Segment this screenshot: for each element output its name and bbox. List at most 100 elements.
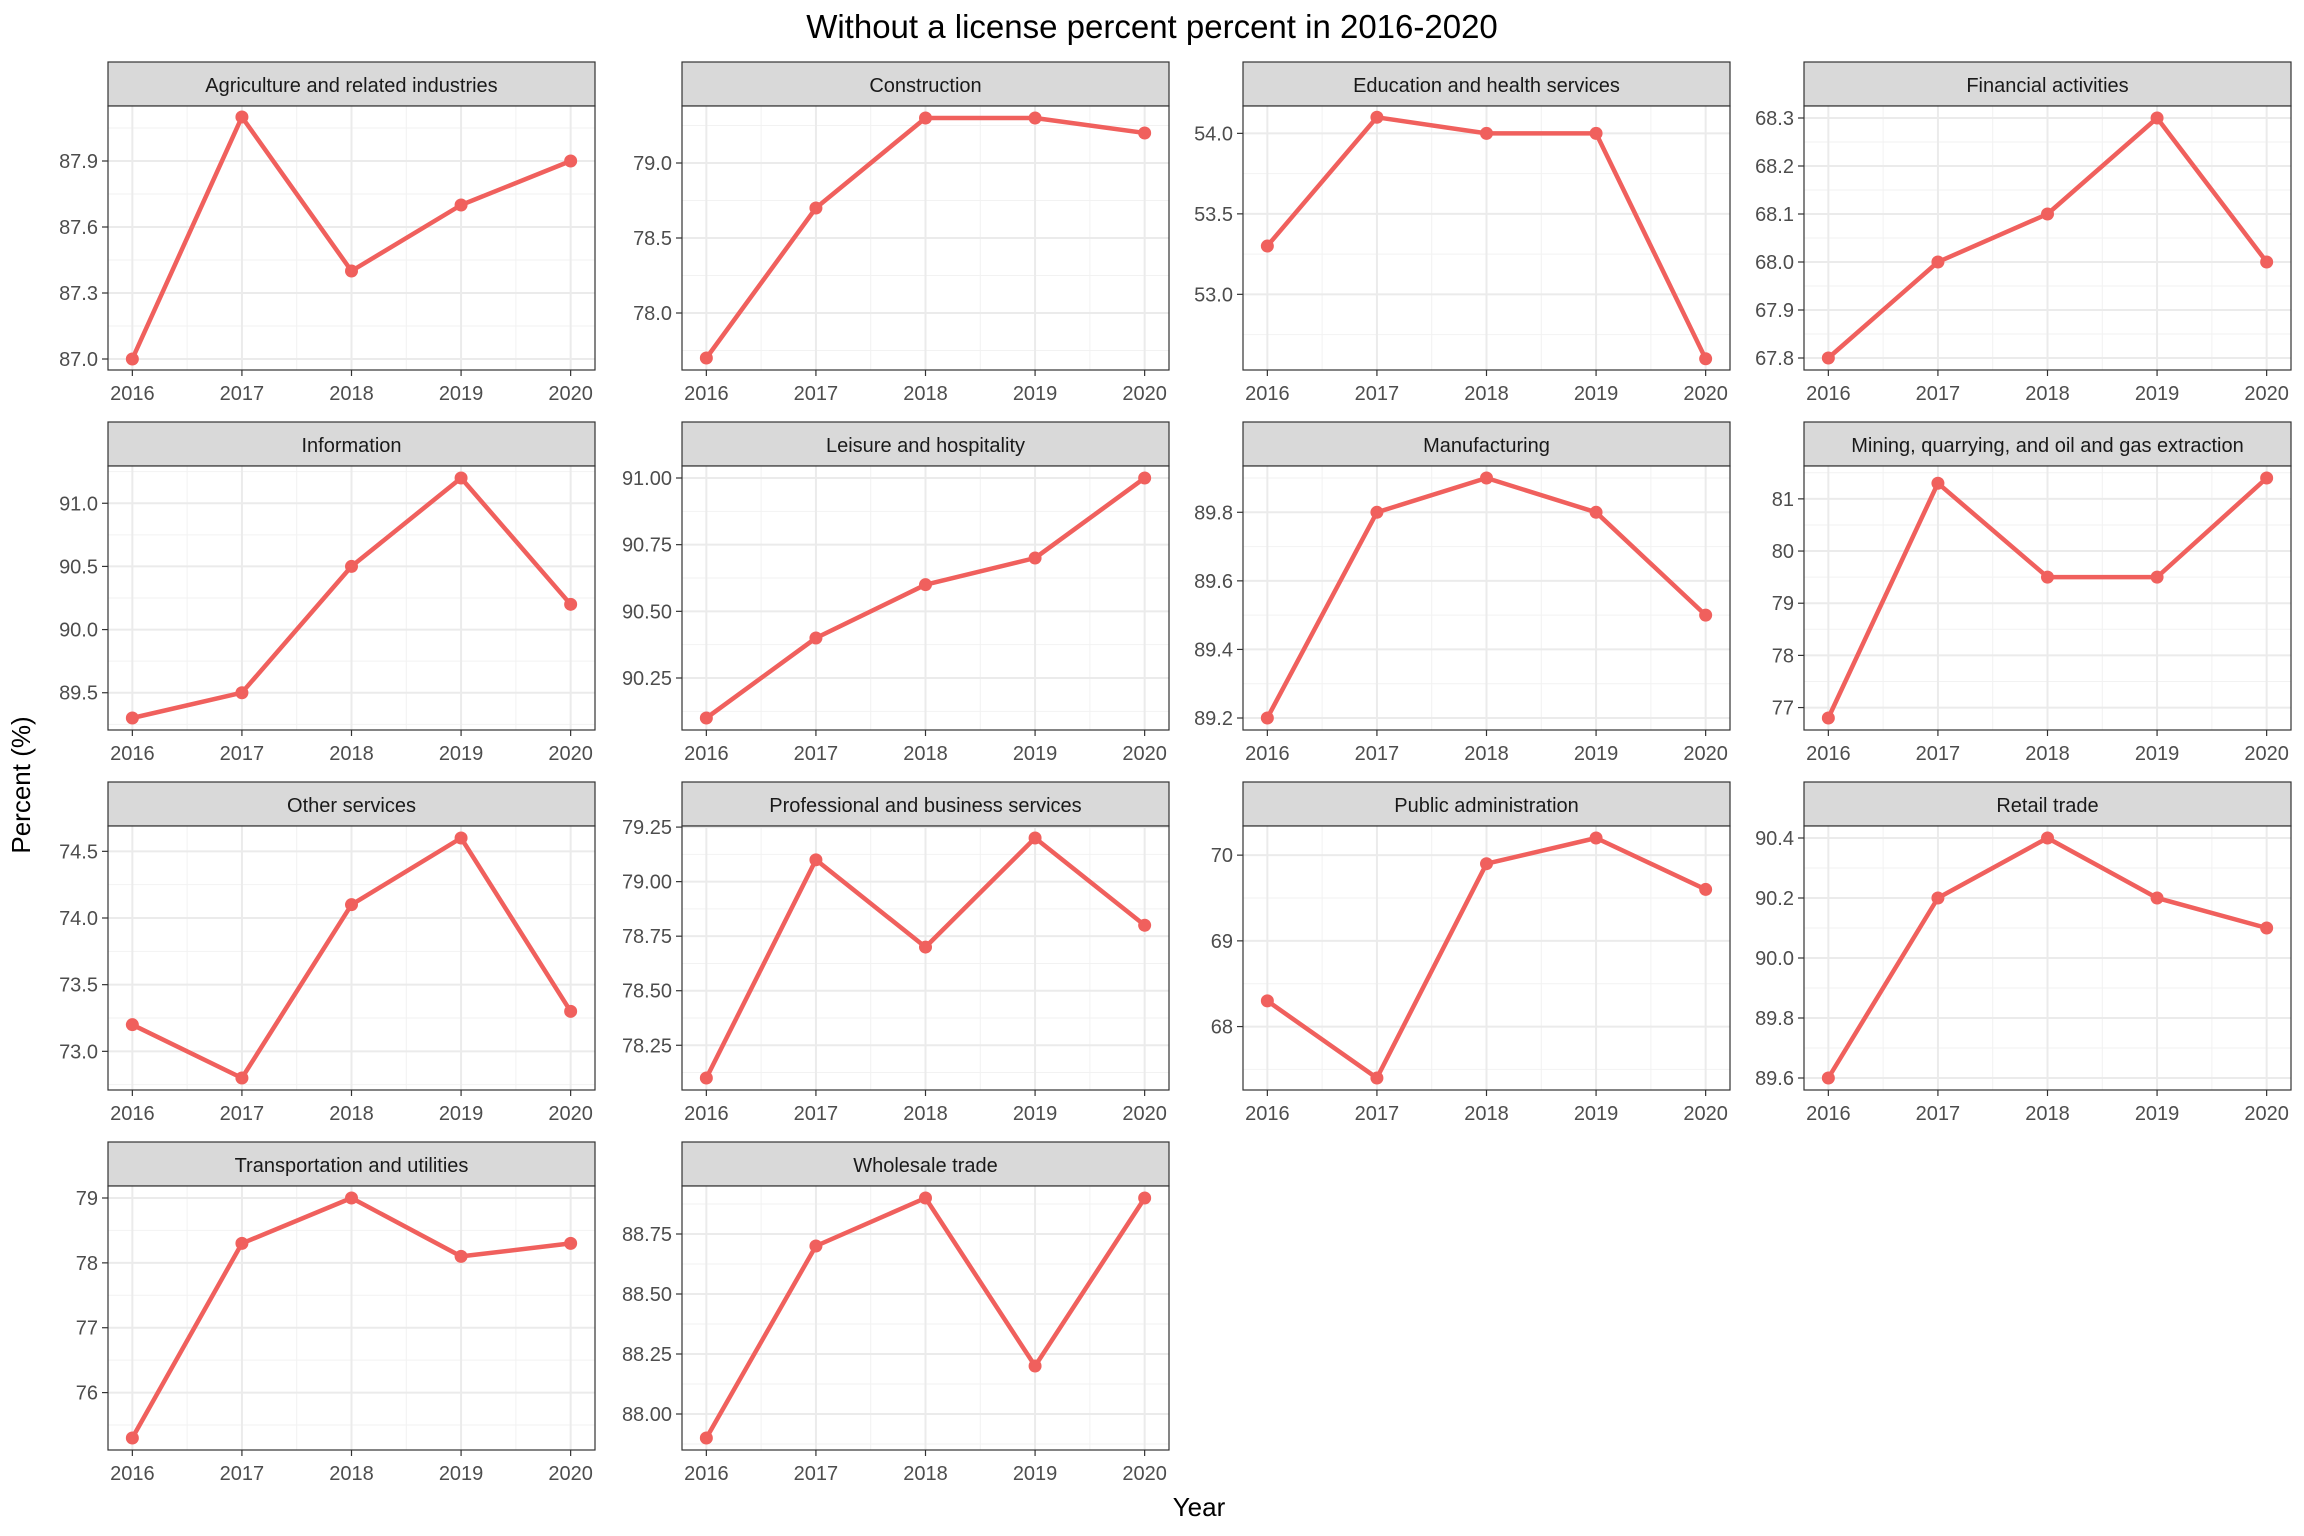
x-tick-label: 2019: [439, 383, 484, 405]
data-point: [564, 597, 578, 611]
data-point: [2150, 891, 2164, 905]
x-tick-label: 2020: [548, 1463, 593, 1485]
y-tick-label: 79: [1772, 593, 1794, 615]
data-point: [2041, 831, 2054, 845]
y-tick-label: 78: [1772, 645, 1794, 667]
facet-strip-label: Education and health services: [1353, 75, 1620, 97]
facet-strip: [681, 781, 1170, 827]
y-tick-label: 88.25: [622, 1344, 672, 1366]
panel-border: [681, 825, 1170, 1091]
y-tick-label: 79.25: [622, 817, 672, 839]
data-point: [2260, 255, 2274, 269]
y-tick-label: 90.5: [59, 556, 98, 578]
data-point: [454, 198, 468, 212]
panel-border: [107, 465, 596, 731]
x-tick-label: 2018: [2025, 1103, 2070, 1125]
x-tick-label: 2018: [903, 1103, 948, 1125]
facet-panel: Education and health services 53.0 53.5 54.…: [1194, 61, 1731, 405]
x-tick-label: 2020: [2244, 383, 2289, 405]
y-tick-label: 87.6: [59, 217, 98, 239]
x-tick-label: 2017: [794, 1103, 839, 1125]
y-tick-label: 68: [1211, 1017, 1233, 1039]
y-tick-label: 80: [1772, 541, 1794, 563]
data-point: [919, 111, 932, 125]
data-point: [125, 1431, 139, 1445]
x-tick-label: 2018: [903, 383, 948, 405]
data-point: [345, 559, 358, 573]
x-tick-label: 2016: [1806, 383, 1851, 405]
facet-strip: [1242, 421, 1731, 467]
x-tick-label: 2020: [1683, 383, 1728, 405]
facet-strip-label: Agriculture and related industries: [205, 75, 497, 97]
y-tick-label: 76: [76, 1383, 98, 1405]
data-point: [809, 1239, 823, 1253]
panel-border: [1803, 105, 2292, 371]
data-point: [809, 853, 823, 867]
x-tick-label: 2016: [1245, 383, 1290, 405]
x-tick-label: 2017: [1916, 743, 1961, 765]
data-point: [699, 1071, 713, 1085]
y-tick-label: 73.0: [59, 1041, 98, 1063]
facet-strip: [107, 421, 596, 467]
y-tick-label: 79.00: [622, 872, 672, 894]
x-tick-label: 2019: [1574, 383, 1619, 405]
x-tick-label: 2019: [1013, 743, 1058, 765]
data-point: [1480, 857, 1493, 871]
x-tick-label: 2016: [110, 1103, 155, 1125]
data-point: [1699, 608, 1713, 622]
data-point: [564, 154, 578, 168]
y-tick-label: 90.0: [1755, 948, 1794, 970]
facet-strip: [107, 61, 596, 107]
x-tick-label: 2018: [2025, 743, 2070, 765]
facet-panel: Manufacturing 89.2 89.4 89.6 89.8 2016 2017 201…: [1194, 421, 1731, 765]
x-tick-label: 2018: [329, 383, 374, 405]
data-point: [919, 1191, 932, 1205]
x-tick-label: 2018: [2025, 383, 2070, 405]
x-tick-label: 2019: [1013, 1103, 1058, 1125]
data-point: [1260, 239, 1274, 253]
facet-strip-label: Retail trade: [1996, 795, 2098, 817]
facet-panels: Agriculture and related industries 87.0 87…: [59, 61, 2292, 1485]
x-tick-label: 2016: [110, 383, 155, 405]
data-point: [1138, 126, 1152, 140]
x-tick-label: 2017: [220, 1103, 265, 1125]
data-point: [1138, 1191, 1152, 1205]
data-point: [345, 1191, 358, 1205]
y-tick-label: 68.0: [1755, 252, 1794, 274]
x-tick-label: 2019: [1574, 1103, 1619, 1125]
data-point: [125, 711, 139, 725]
y-tick-label: 53.0: [1194, 284, 1233, 306]
x-tick-label: 2017: [794, 1463, 839, 1485]
facet-strip-label: Manufacturing: [1423, 435, 1550, 457]
y-tick-label: 77: [1772, 698, 1794, 720]
y-tick-label: 81: [1772, 489, 1794, 511]
data-point: [2150, 570, 2164, 584]
data-point: [2041, 207, 2054, 221]
facet-strip-label: Construction: [869, 75, 981, 97]
x-tick-label: 2016: [684, 1103, 729, 1125]
facet-panel: Other services 73.0 73.5 74.0 74.5 2016 2017 20…: [59, 781, 596, 1125]
y-tick-label: 78.5: [633, 228, 672, 250]
x-tick-label: 2020: [2244, 1103, 2289, 1125]
x-tick-label: 2017: [1355, 383, 1400, 405]
y-tick-label: 90.2: [1755, 888, 1794, 910]
x-tick-label: 2019: [2135, 383, 2180, 405]
data-point: [1821, 711, 1835, 725]
x-tick-label: 2020: [1683, 743, 1728, 765]
x-tick-label: 2019: [439, 1463, 484, 1485]
x-tick-label: 2019: [1013, 383, 1058, 405]
y-tick-label: 89.8: [1755, 1008, 1794, 1030]
data-point: [2150, 111, 2164, 125]
facet-strip: [1803, 421, 2292, 467]
x-tick-label: 2020: [1122, 743, 1167, 765]
x-tick-label: 2018: [903, 1463, 948, 1485]
facet-panel: Mining, quarrying, and oil and gas extra…: [1772, 421, 2292, 765]
data-point: [454, 471, 468, 485]
x-tick-label: 2016: [1806, 1103, 1851, 1125]
x-tick-label: 2018: [329, 743, 374, 765]
facet-panel: Leisure and hospitality 90.25 90.50 90.75 91…: [622, 421, 1170, 765]
facet-panel: Construction 78.0 78.5 79.0 2016 2017 2018 2019…: [633, 61, 1170, 405]
facet-strip: [107, 781, 596, 827]
x-tick-label: 2018: [329, 1463, 374, 1485]
